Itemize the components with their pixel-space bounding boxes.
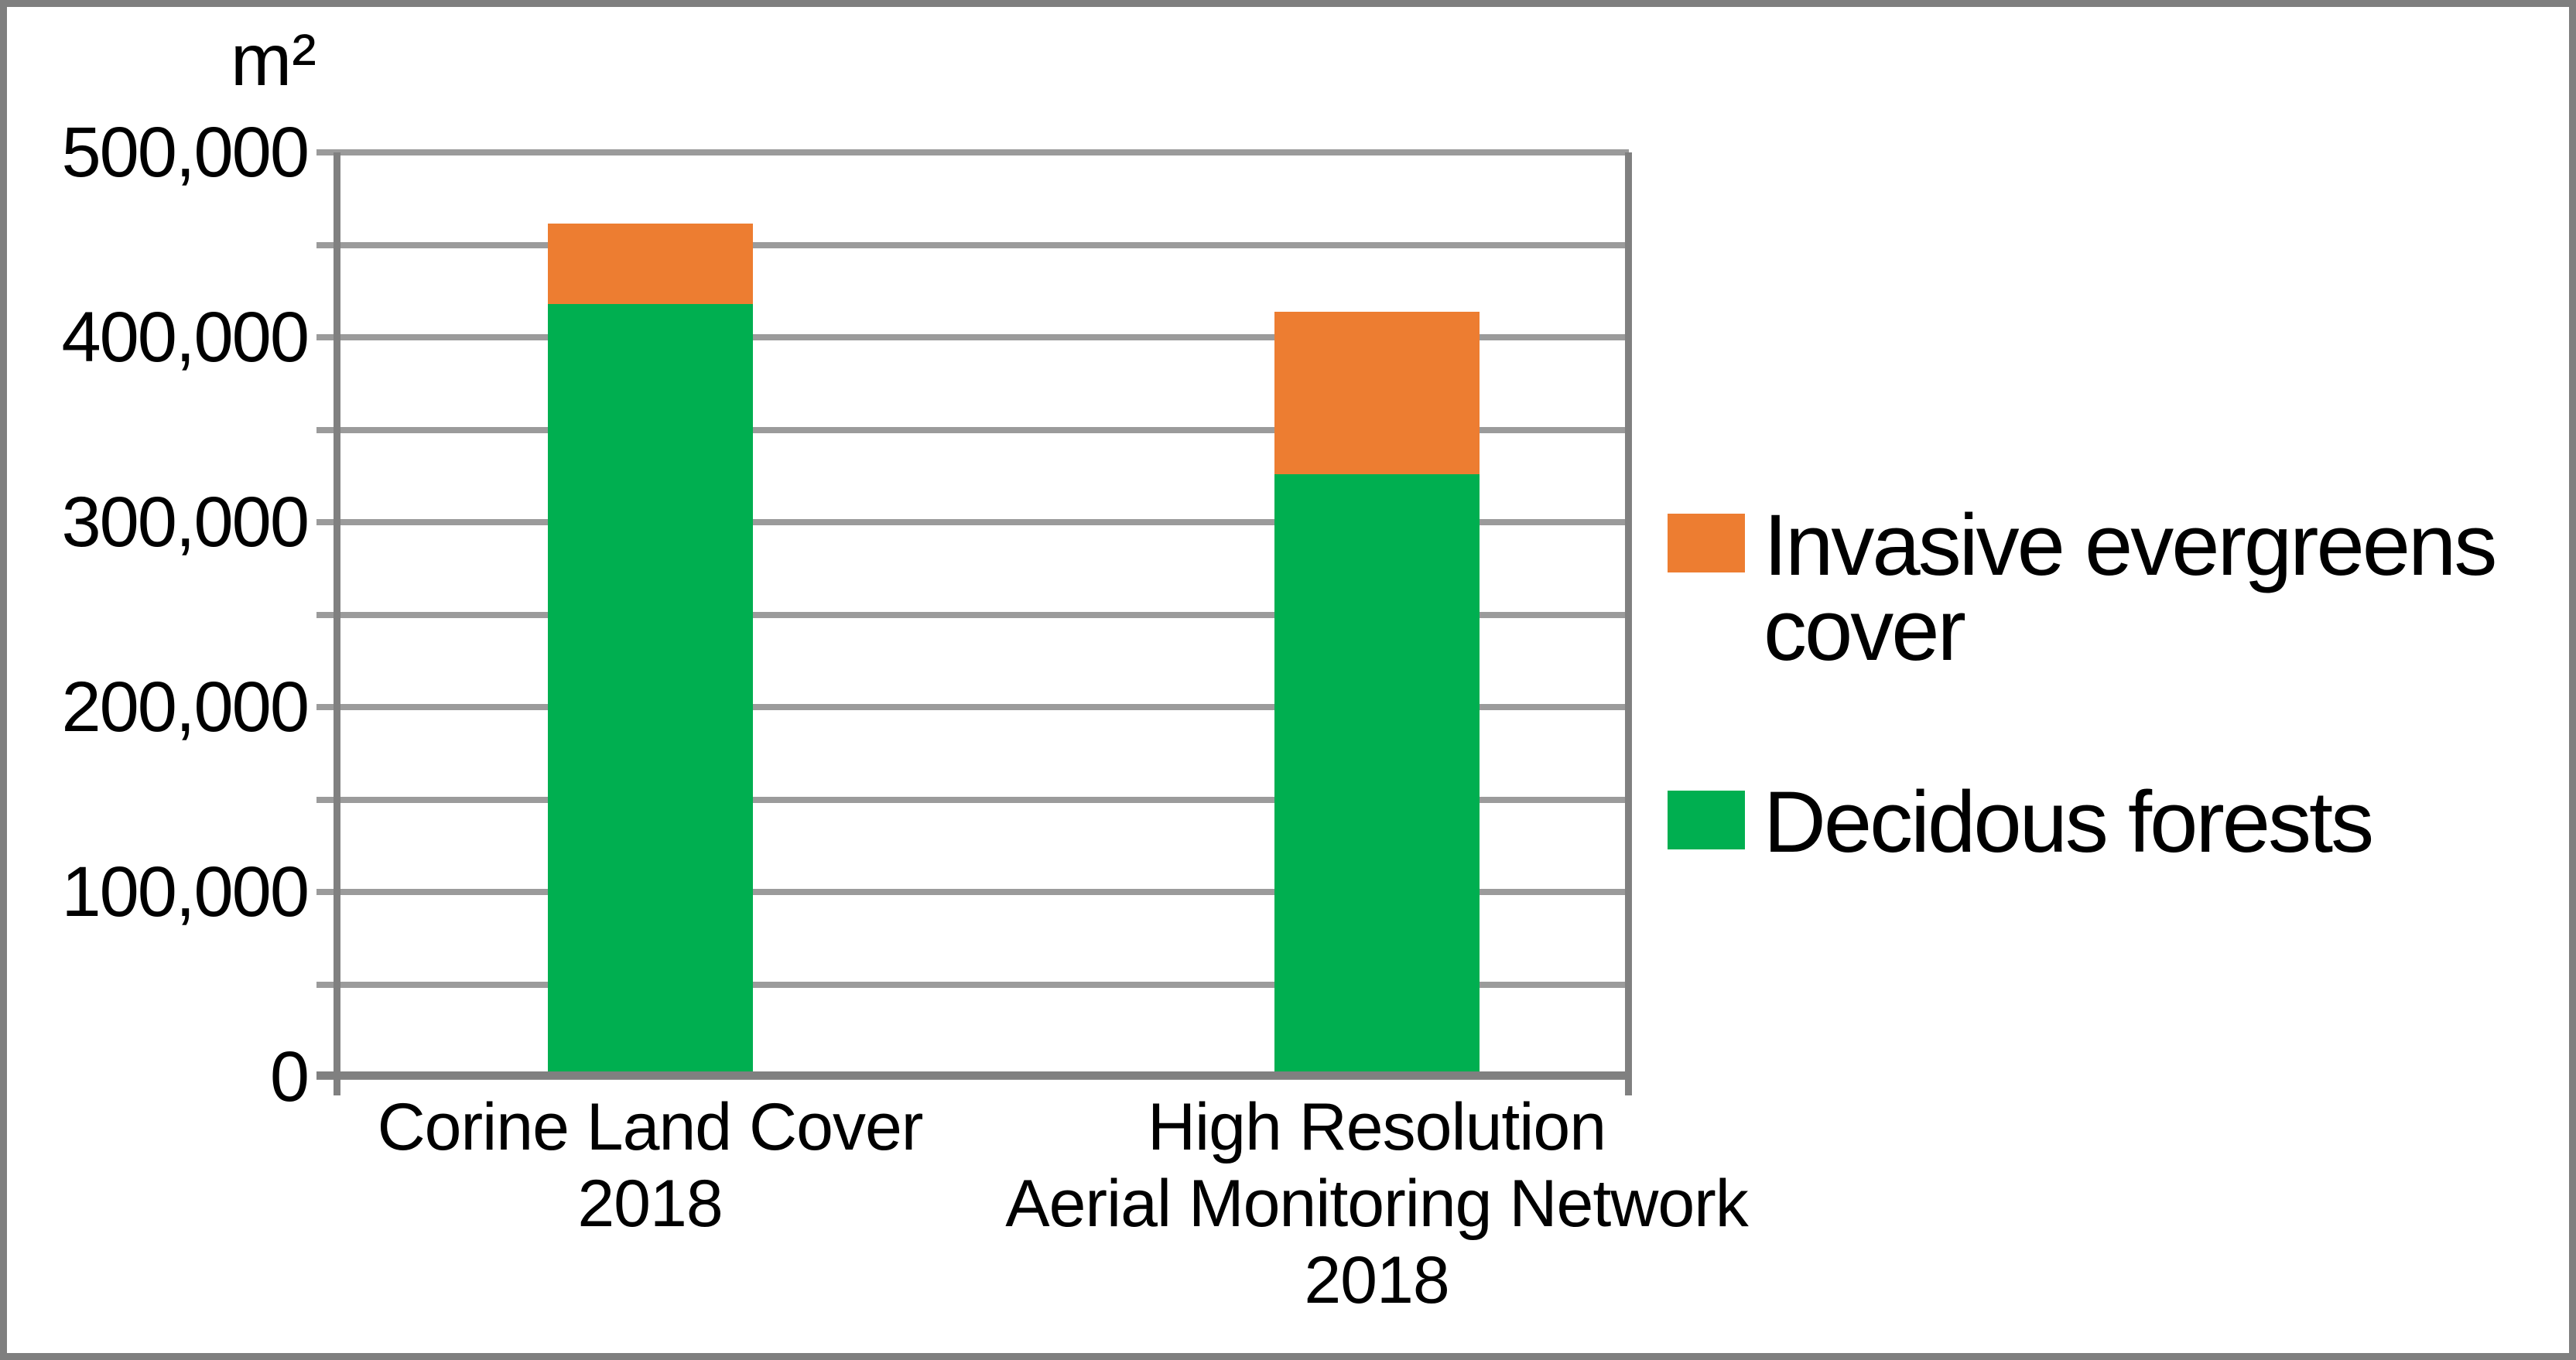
legend-label: Invasive evergreens cover <box>1764 503 2576 673</box>
y-tick-label: 0 <box>20 1034 308 1119</box>
y-axis-line <box>334 152 340 1095</box>
plot-area <box>337 152 1629 1077</box>
gridline <box>316 149 1629 155</box>
y-tick-label: 100,000 <box>20 849 308 935</box>
category-label-line: 2018 <box>378 1166 923 1242</box>
bar-segment-invasive-evergreens <box>1274 312 1480 474</box>
legend-label: Decidous forests <box>1764 780 2576 865</box>
legend-item: Decidous forests <box>1668 780 2576 865</box>
category-label-line: 2018 <box>1005 1242 1748 1319</box>
y-tick-label: 400,000 <box>20 295 308 380</box>
chart-canvas: m² 500,000400,000300,000200,000100,0000 … <box>0 0 2576 1360</box>
legend: Invasive evergreens cover Decidous forest… <box>1668 0 2576 1360</box>
category-label: High ResolutionAerial Monitoring Network… <box>1005 1089 1748 1319</box>
y-axis-unit-label: m² <box>231 22 316 99</box>
plot-right-border <box>1625 152 1632 1095</box>
y-tick-label: 300,000 <box>20 480 308 565</box>
legend-swatch-invasive-evergreens <box>1668 514 1745 572</box>
category-label-line: Aerial Monitoring Network <box>1005 1166 1748 1242</box>
legend-swatch-decidous-forests <box>1668 791 1745 849</box>
bar-segment-decidous-forests <box>548 304 753 1077</box>
bar-segment-invasive-evergreens <box>548 224 753 304</box>
bar-segment-decidous-forests <box>1274 474 1480 1077</box>
y-tick-label: 200,000 <box>20 665 308 750</box>
y-tick-label: 500,000 <box>20 110 308 195</box>
gridline <box>316 242 1629 248</box>
axis-baseline <box>316 1071 1629 1079</box>
category-label-line: Corine Land Cover <box>378 1089 923 1166</box>
category-label-line: High Resolution <box>1005 1089 1748 1166</box>
legend-item: Invasive evergreens cover <box>1668 503 2576 673</box>
category-label: Corine Land Cover2018 <box>378 1089 923 1242</box>
